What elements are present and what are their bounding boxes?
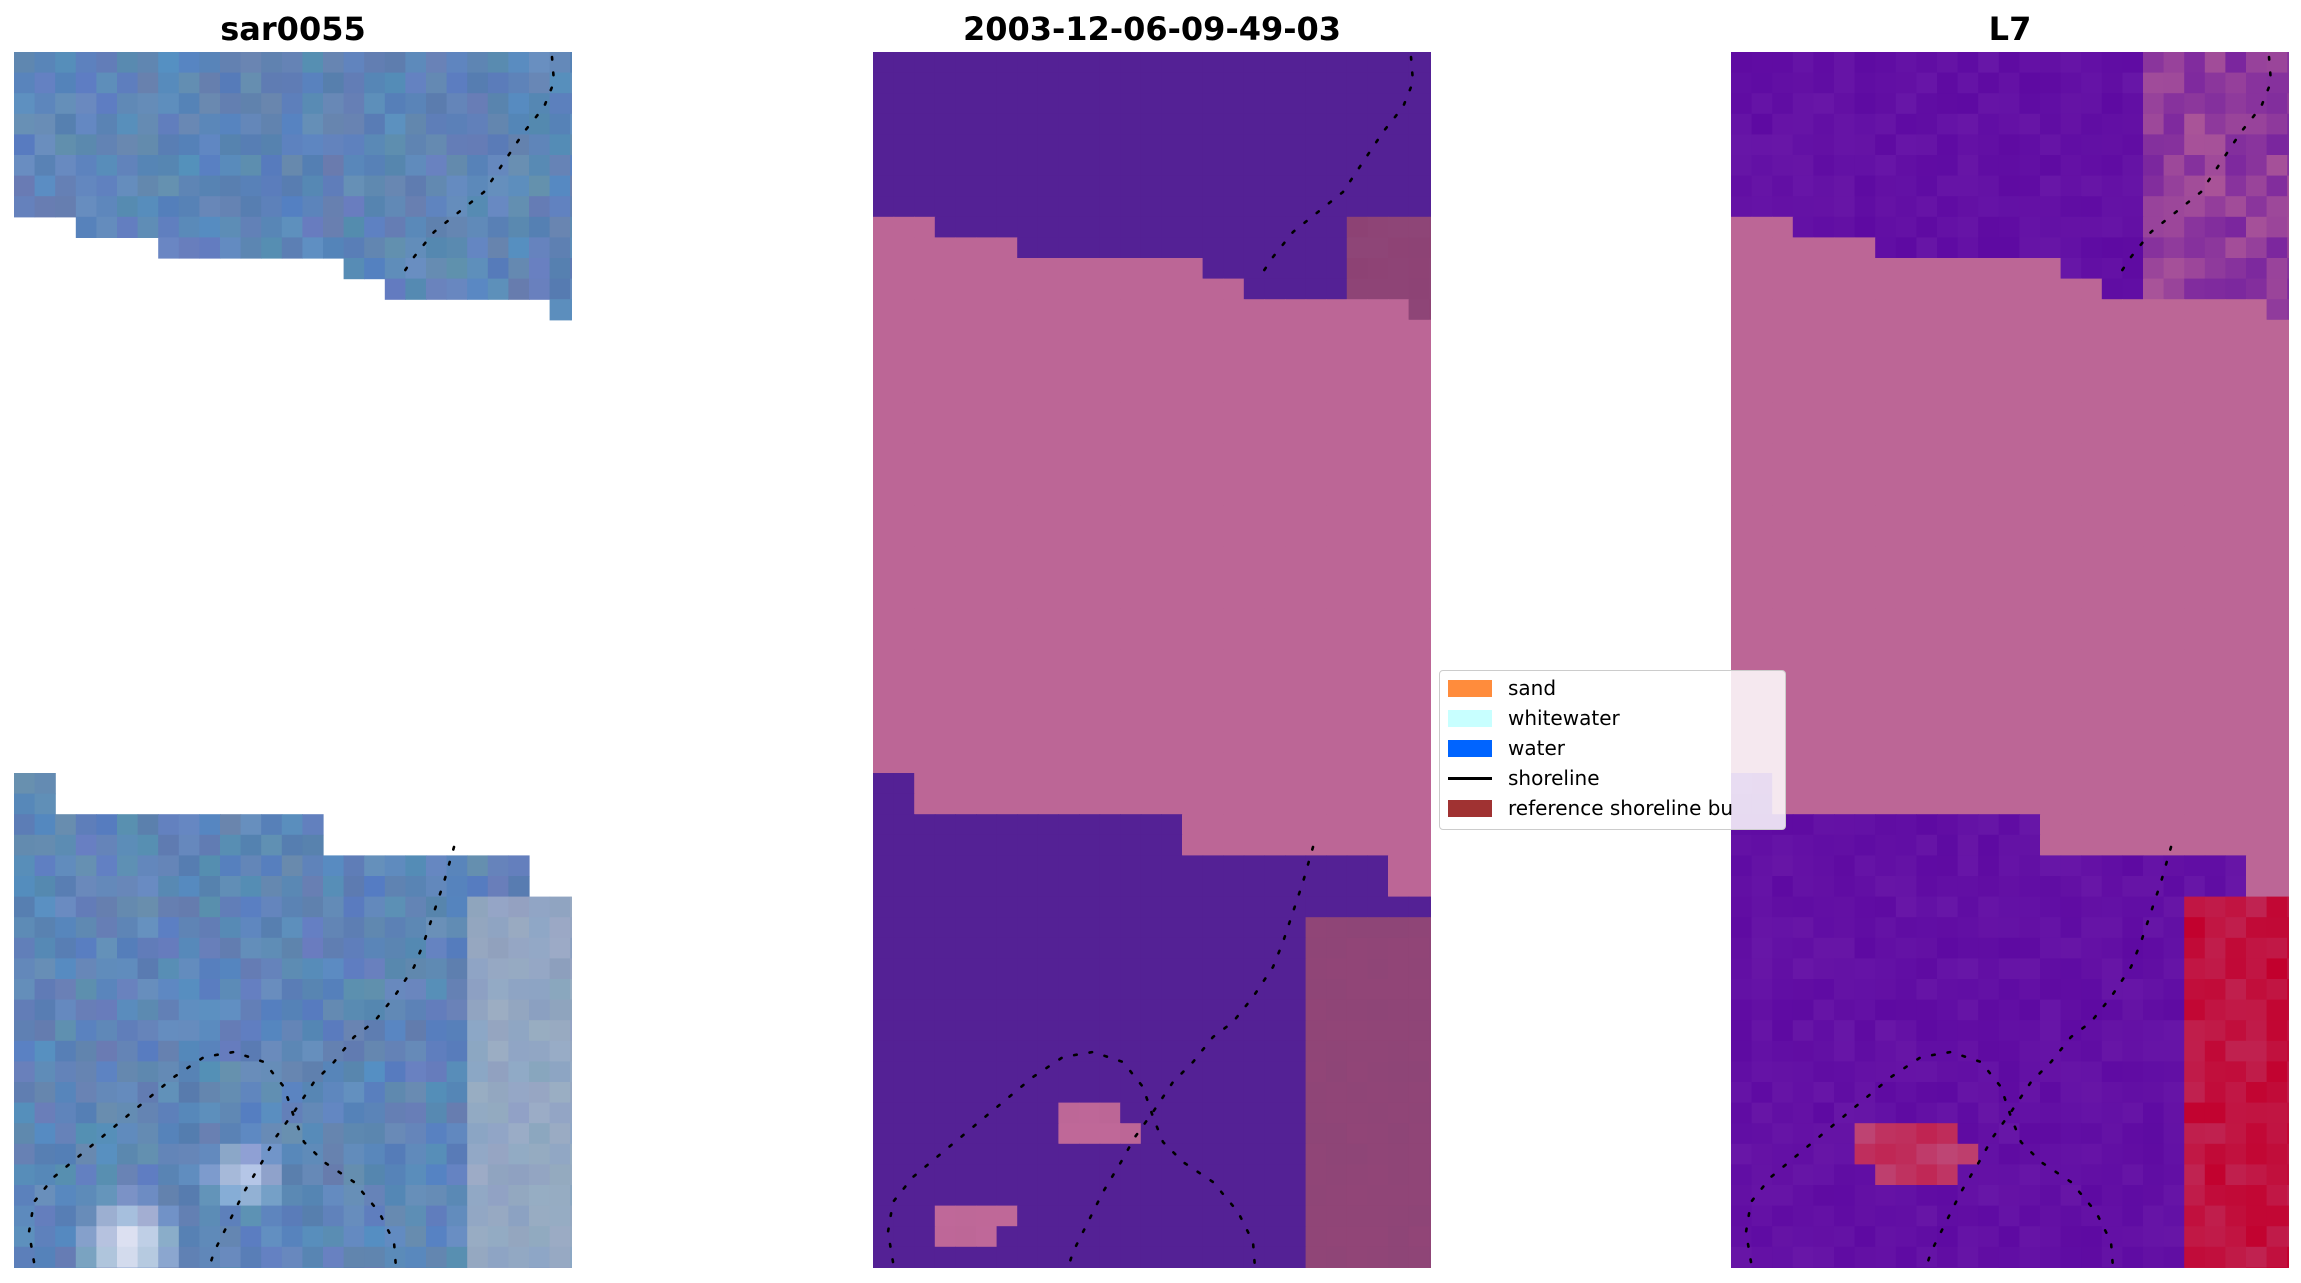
legend-item-whitewater: whitewater [1448,705,1620,731]
index-image-panel [1731,52,2289,1268]
panel-title-3: L7 [1988,10,2032,48]
legend-label: shoreline [1508,766,1600,790]
legend-item-sand: sand [1448,675,1556,701]
legend-item-reference-shoreline: reference shoreline bu [1448,795,1733,821]
water-swatch [1448,739,1492,757]
sand-swatch [1448,679,1492,697]
shoreline-line-swatch [1448,776,1492,780]
legend: sand whitewater water shoreline referenc… [1439,670,1786,830]
panel-title-2: 2003-12-06-09-49-03 [962,10,1342,48]
rgb-image-panel [14,52,572,1268]
reference-shoreline-swatch [1448,799,1492,817]
legend-item-shoreline: shoreline [1448,765,1600,791]
panel-title-1: sar0055 [220,10,366,48]
index-image [1731,52,2289,1268]
legend-label: reference shoreline bu [1508,796,1734,820]
legend-label: whitewater [1508,706,1620,730]
rgb-image [14,52,572,1268]
classification-image [873,52,1431,1268]
legend-label: sand [1508,676,1557,700]
whitewater-swatch [1448,709,1492,727]
classification-image-panel [873,52,1431,1268]
legend-label: water [1508,736,1565,760]
legend-item-water: water [1448,735,1565,761]
